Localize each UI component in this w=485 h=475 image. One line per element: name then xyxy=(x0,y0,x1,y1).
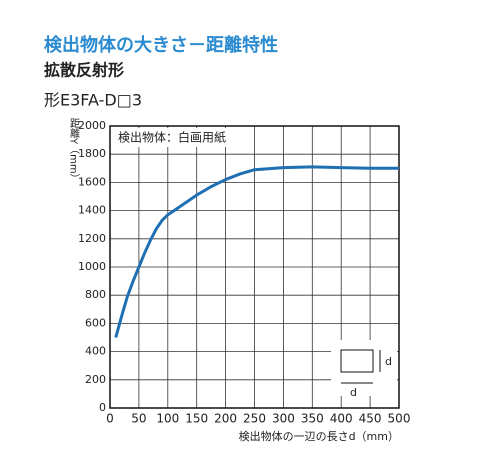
model-label: 形E3FA-D□3 xyxy=(44,91,142,110)
data-line xyxy=(114,165,399,338)
x-tick-label: 400 xyxy=(330,412,353,426)
y-tick-label: 2000 xyxy=(78,119,106,132)
chart-title: 検出物体の大きさ－距離特性 xyxy=(44,34,278,56)
x-axis-label: 検出物体の一辺の長さd（mm） xyxy=(239,429,399,443)
y-tick-label: 1200 xyxy=(78,232,106,245)
annotation-box xyxy=(112,128,242,147)
x-tick-label: 150 xyxy=(185,412,208,426)
x-tick-label: 250 xyxy=(243,412,266,426)
y-tick-label: 1800 xyxy=(78,147,106,160)
inset-square xyxy=(340,349,374,373)
chart-subtitle: 拡散反射形 xyxy=(44,61,124,80)
x-tick-label: 50 xyxy=(131,412,146,426)
y-tick-label: 800 xyxy=(85,288,106,301)
y-tick-label: 200 xyxy=(85,373,106,386)
y-tick-label: 600 xyxy=(85,316,106,329)
y-tick-label: 1000 xyxy=(78,260,106,273)
x-tick-label: 450 xyxy=(359,412,382,426)
y-tick-label: 1400 xyxy=(78,204,106,217)
x-tick-label: 200 xyxy=(214,412,237,426)
x-tick-label: 350 xyxy=(301,412,324,426)
x-tick-label: 100 xyxy=(156,412,179,426)
x-tick-label: 0 xyxy=(106,412,114,426)
y-tick-label: 0 xyxy=(99,401,106,414)
plot-border xyxy=(109,125,400,409)
inset-label: d xyxy=(385,355,392,368)
x-tick-label: 300 xyxy=(272,412,295,426)
y-tick-label: 400 xyxy=(85,345,106,358)
y-tick-label: 1600 xyxy=(78,175,106,188)
x-tick-label: 500 xyxy=(388,412,411,426)
annotation: 検出物体：白画用紙 xyxy=(118,130,226,145)
y-axis-label: 距離Y（mm） xyxy=(68,118,80,184)
inset-label: d xyxy=(350,386,357,399)
